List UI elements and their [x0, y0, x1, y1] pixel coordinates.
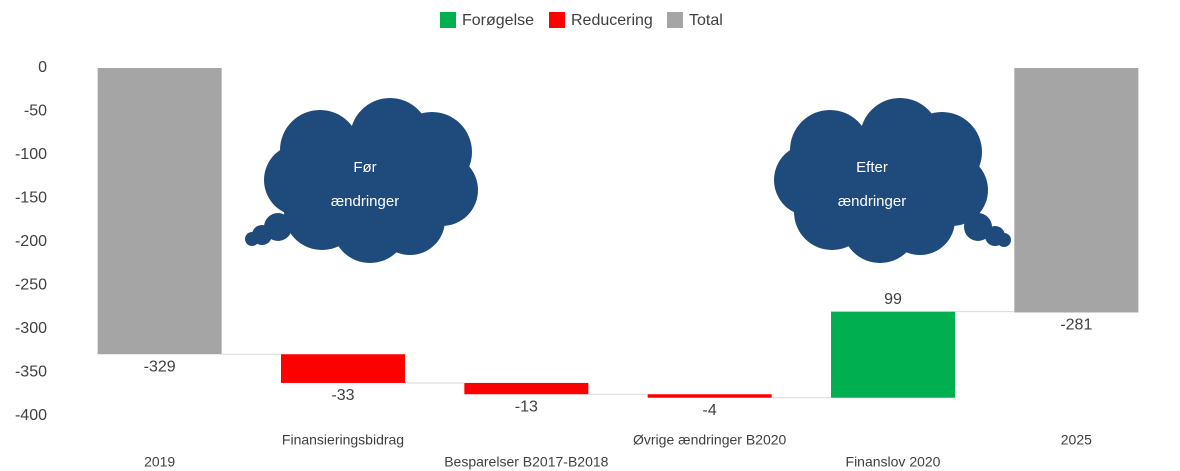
bar: [831, 311, 955, 398]
legend-swatch: [549, 12, 565, 28]
x-tick-label: Finanslov 2020: [846, 454, 941, 470]
cloud-before: Før ændringer: [245, 98, 478, 263]
annotation: ændringer: [838, 193, 906, 210]
y-tick-label: -400: [15, 407, 47, 424]
x-tick-label: Øvrige ændringer B2020: [633, 432, 787, 448]
value-label: 99: [884, 291, 902, 308]
legend-label: Forøgelse: [462, 12, 534, 29]
bar: [647, 394, 772, 398]
y-tick-label: -300: [15, 320, 47, 337]
annotation: Før: [353, 159, 376, 176]
legend-label: Total: [689, 12, 723, 29]
value-label: -33: [331, 387, 354, 404]
x-tick-label: Besparelser B2017-B2018: [444, 454, 608, 470]
y-tick-label: -50: [24, 103, 47, 120]
value-label: -329: [144, 358, 176, 375]
y-tick-label: -350: [15, 364, 47, 381]
x-tick-label: 2025: [1061, 432, 1092, 448]
y-tick-label: 0: [38, 59, 47, 76]
bar: [464, 382, 589, 395]
value-label: -13: [515, 398, 538, 415]
legend-swatch: [440, 12, 456, 28]
value-label: -4: [703, 402, 717, 419]
x-tick-label: 2019: [144, 454, 175, 470]
legend-label: Reducering: [571, 12, 653, 29]
annotation: ændringer: [331, 193, 399, 210]
legend-swatch: [667, 12, 683, 28]
y-tick-label: -200: [15, 233, 47, 250]
bar: [281, 354, 405, 383]
y-tick-label: -100: [15, 146, 47, 163]
annotation: Efter: [856, 159, 888, 176]
x-tick-label: Finansieringsbidrag: [282, 432, 404, 448]
y-tick-label: -250: [15, 277, 47, 294]
bar: [97, 68, 222, 355]
value-label: -281: [1060, 317, 1092, 334]
bar: [1014, 68, 1139, 313]
cloud-after: Efter ændringer: [774, 98, 1011, 263]
y-tick-label: -150: [15, 190, 47, 207]
